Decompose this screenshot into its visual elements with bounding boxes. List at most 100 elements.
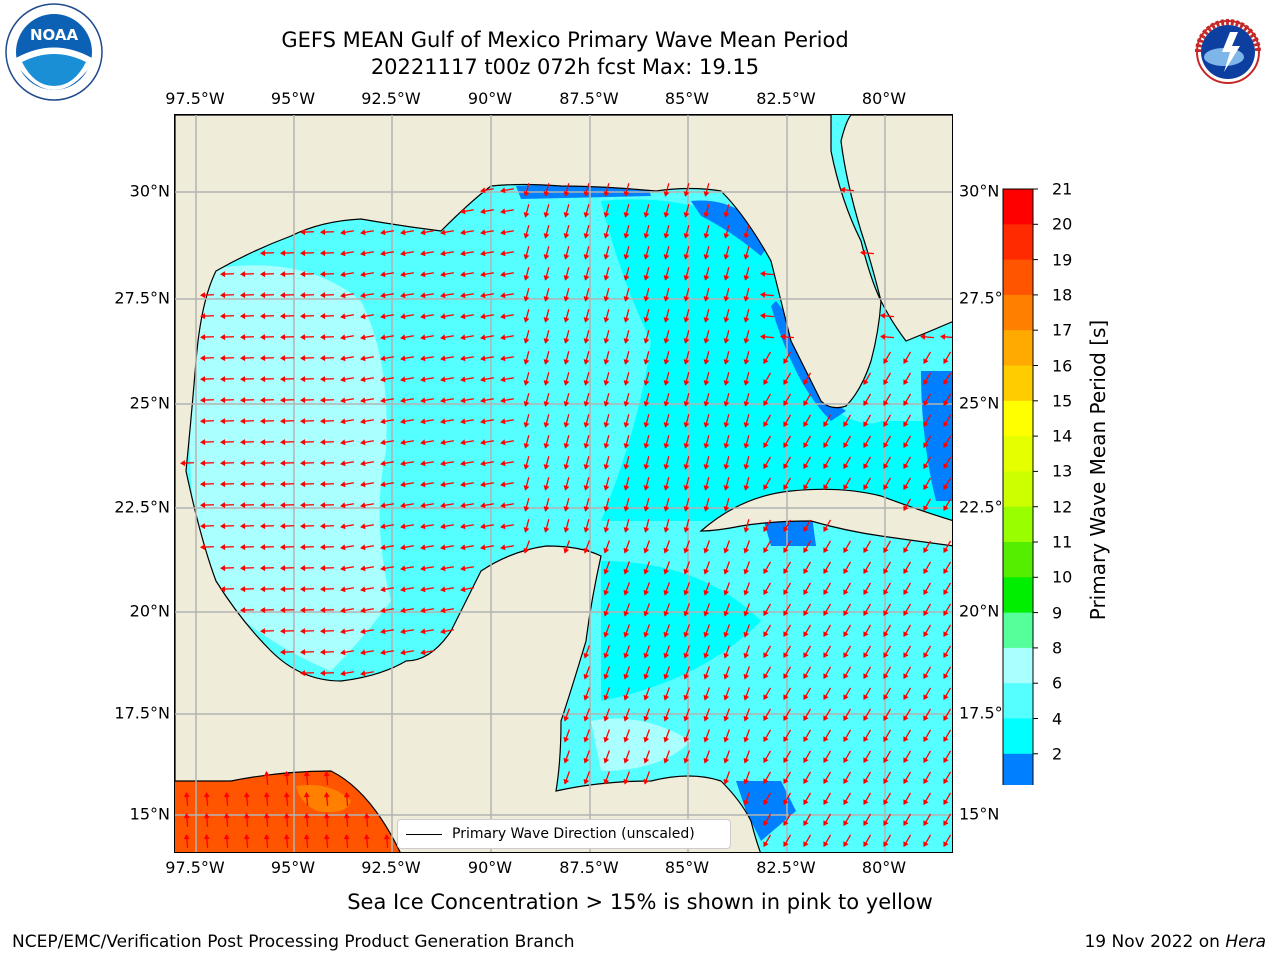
wave-direction-arrow (603, 183, 610, 197)
wave-direction-arrow (460, 250, 475, 257)
wave-direction-arrow (603, 309, 610, 323)
wave-direction-arrow (803, 729, 812, 743)
wave-direction-arrow (683, 456, 690, 470)
wave-direction-arrow (723, 708, 731, 722)
wave-direction-arrow (803, 582, 812, 596)
wave-direction-arrow (843, 813, 852, 827)
wave-direction-arrow (880, 333, 895, 340)
colorbar-segment (1003, 542, 1033, 578)
wave-direction-arrow (400, 502, 415, 509)
wave-direction-arrow (260, 250, 275, 257)
wave-direction-arrow (623, 582, 631, 596)
wave-direction-arrow (523, 288, 530, 302)
wave-direction-arrow (663, 561, 671, 575)
wave-direction-arrow (743, 456, 750, 470)
wave-direction-arrow (663, 582, 671, 596)
wave-direction-arrow (783, 603, 792, 617)
wave-direction-arrow (803, 477, 812, 491)
wave-direction-arrow (460, 586, 475, 593)
wave-direction-arrow (643, 561, 651, 575)
wave-direction-arrow (943, 561, 952, 575)
wave-direction-arrow (663, 519, 670, 533)
wave-direction-arrow (220, 523, 235, 530)
wave-direction-arrow (460, 376, 475, 383)
wave-direction-arrow (280, 355, 295, 362)
wave-direction-arrow (440, 376, 455, 383)
wave-direction-arrow (743, 645, 751, 659)
wave-direction-arrow (943, 624, 952, 638)
wave-direction-arrow (803, 456, 812, 470)
wave-direction-arrow (583, 687, 591, 701)
wave-direction-arrow (643, 540, 651, 554)
wave-direction-arrow (923, 477, 932, 491)
wave-direction-arrow (783, 351, 792, 365)
wave-direction-arrow (523, 267, 530, 281)
wave-direction-arrow (240, 271, 255, 278)
wave-direction-arrow (683, 435, 690, 449)
wave-direction-arrow (743, 477, 750, 491)
wave-direction-arrow (223, 792, 230, 807)
wave-direction-arrow (583, 729, 591, 743)
wave-direction-arrow (380, 376, 395, 383)
wave-direction-arrow (523, 204, 530, 218)
wave-direction-arrow (323, 813, 330, 828)
wave-direction-arrow (260, 523, 275, 530)
wave-direction-arrow (380, 544, 395, 551)
wave-direction-arrow (440, 250, 455, 257)
wave-direction-arrow (420, 397, 435, 404)
wave-direction-arrow (643, 708, 651, 722)
wave-direction-arrow (400, 481, 415, 488)
wave-direction-arrow (200, 481, 215, 488)
wave-direction-arrow (280, 502, 295, 509)
colorbar-segment (1003, 330, 1033, 366)
wave-direction-arrow (440, 418, 455, 425)
wave-direction-arrow (460, 481, 475, 488)
wave-direction-arrow (500, 334, 515, 341)
colorbar-label: 18 (1052, 285, 1073, 305)
wave-direction-arrow (683, 204, 690, 218)
wave-direction-arrow (723, 603, 731, 617)
wave-direction-arrow (320, 481, 335, 488)
wave-direction-arrow (923, 603, 932, 617)
wave-direction-arrow (763, 792, 772, 806)
wave-direction-arrow (343, 792, 350, 807)
wave-direction-arrow (563, 267, 570, 281)
wave-direction-arrow (240, 292, 255, 299)
wave-direction-arrow (760, 312, 775, 319)
wave-direction-arrow (663, 666, 671, 680)
wave-direction-arrow (380, 271, 395, 278)
wave-direction-arrow (863, 372, 872, 386)
wave-direction-arrow (340, 481, 355, 488)
wave-direction-arrow (603, 624, 611, 638)
map-legend: Primary Wave Direction (unscaled) (397, 819, 731, 849)
wave-direction-arrow (303, 792, 310, 807)
wave-direction-arrow (903, 792, 912, 806)
wave-direction-arrow (663, 183, 670, 197)
wave-direction-arrow (603, 582, 611, 596)
wave-direction-arrow (300, 439, 315, 446)
wave-direction-arrow (200, 418, 215, 425)
wave-direction-arrow (340, 502, 355, 509)
wave-direction-arrow (420, 649, 435, 656)
wave-direction-arrow (440, 607, 455, 614)
wave-direction-arrow (783, 624, 792, 638)
wave-direction-arrow (840, 186, 855, 193)
wave-direction-arrow (843, 792, 852, 806)
wave-direction-arrow (360, 565, 375, 572)
wave-direction-arrow (943, 792, 952, 806)
wave-direction-arrow (280, 439, 295, 446)
wave-direction-arrow (500, 376, 515, 383)
wave-direction-arrow (803, 708, 812, 722)
wave-direction-arrow (500, 313, 515, 320)
wave-direction-arrow (363, 834, 370, 849)
wave-direction-arrow (320, 628, 335, 635)
wave-direction-arrow (603, 393, 610, 407)
wave-direction-arrow (183, 834, 190, 849)
wave-direction-arrow (783, 729, 792, 743)
landmass (175, 115, 952, 852)
wave-direction-arrow (703, 246, 710, 260)
wave-direction-arrow (743, 309, 750, 323)
wave-direction-arrow (823, 624, 832, 638)
wave-direction-arrow (360, 502, 375, 509)
colorbar-segment (1003, 400, 1033, 437)
